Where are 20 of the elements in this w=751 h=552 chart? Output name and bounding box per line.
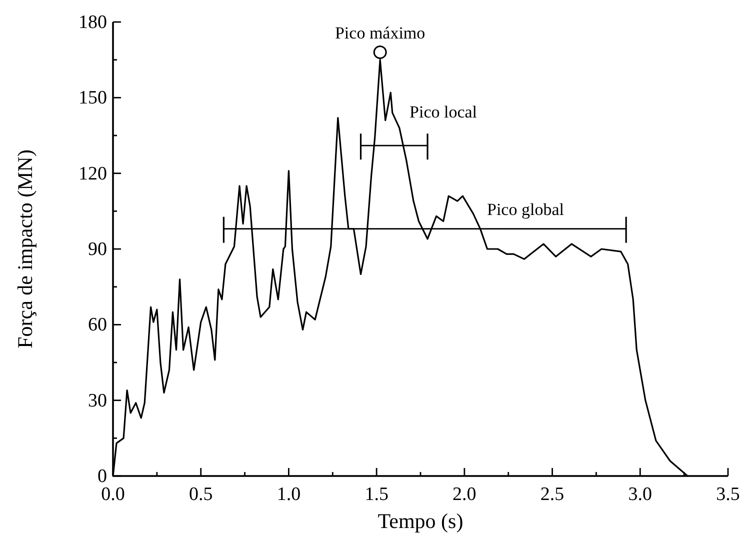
x-axis-title: Tempo (s) — [378, 509, 464, 533]
x-tick-label: 2.5 — [540, 484, 564, 505]
series-label: Pico máximo — [334, 23, 426, 42]
x-tick-label: 1.5 — [364, 484, 388, 505]
series-label: Pico global — [487, 200, 564, 219]
y-tick-label: 30 — [88, 390, 107, 412]
y-axis-title: Força de impacto (MN) — [13, 150, 37, 348]
x-tick-label: 3.0 — [628, 484, 652, 505]
x-tick-label: 2.0 — [452, 484, 476, 505]
y-tick-label: 150 — [78, 88, 107, 109]
y-tick-label: 60 — [88, 314, 107, 336]
y-tick-label: 90 — [88, 239, 107, 260]
x-tick-label: 3.5 — [716, 484, 740, 505]
x-tick-label: 0.0 — [101, 484, 125, 505]
series-label: Pico local — [410, 102, 478, 122]
x-tick-label: 0.5 — [188, 484, 213, 505]
y-tick-label: 180 — [78, 12, 107, 33]
y-tick-label: 120 — [78, 163, 107, 184]
y-tick-label: 0 — [98, 466, 107, 487]
x-tick-label: 1.0 — [276, 484, 301, 505]
